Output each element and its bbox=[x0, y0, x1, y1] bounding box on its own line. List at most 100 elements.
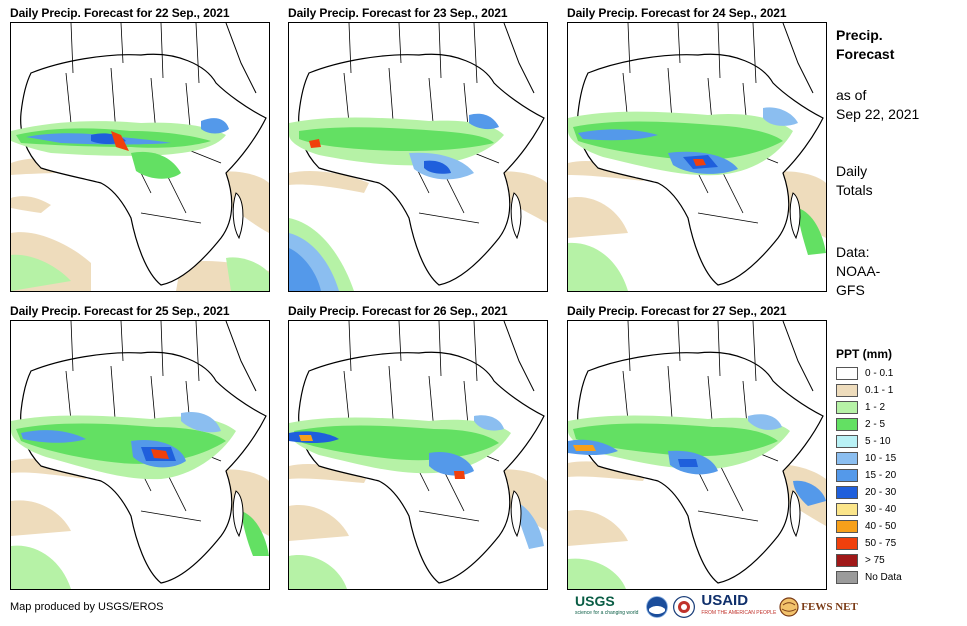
africa-precip-map bbox=[11, 321, 269, 589]
daily-totals-line2: Totals bbox=[836, 182, 873, 198]
legend-item: 50 - 75 bbox=[836, 536, 896, 551]
panel-title: Daily Precip. Forecast for 24 Sep., 2021 bbox=[567, 6, 787, 20]
legend-item: 2 - 5 bbox=[836, 417, 885, 432]
map-frame bbox=[10, 22, 270, 292]
panel-title: Daily Precip. Forecast for 27 Sep., 2021 bbox=[567, 304, 787, 318]
map-frame bbox=[288, 320, 548, 590]
precip-band bbox=[11, 118, 229, 179]
map-panel-24sep: Daily Precip. Forecast for 24 Sep., 2021 bbox=[567, 4, 827, 292]
legend-label: 40 - 50 bbox=[865, 521, 897, 532]
legend-item: 15 - 20 bbox=[836, 468, 896, 483]
data-source: Data: NOAA- GFS bbox=[836, 243, 880, 300]
africa-precip-map bbox=[11, 23, 269, 291]
legend-swatch bbox=[836, 469, 858, 482]
map-frame bbox=[288, 22, 548, 292]
precip-band bbox=[568, 107, 798, 176]
legend-item: 10 - 15 bbox=[836, 451, 896, 466]
legend-item: No Data bbox=[836, 570, 902, 585]
legend-label: > 75 bbox=[865, 555, 885, 566]
precip-band bbox=[289, 415, 511, 479]
map-frame bbox=[10, 320, 270, 590]
map-frame bbox=[567, 320, 827, 590]
data-source-line3: GFS bbox=[836, 282, 865, 298]
as-of-date: as of Sep 22, 2021 bbox=[836, 86, 919, 124]
africa-precip-map bbox=[568, 321, 826, 589]
legend-swatch bbox=[836, 520, 858, 533]
noaa-seal-icon bbox=[646, 596, 669, 618]
legend-item: 30 - 40 bbox=[836, 502, 896, 517]
legend-swatch bbox=[836, 401, 858, 414]
legend-item: 5 - 10 bbox=[836, 434, 891, 449]
legend-label: 1 - 2 bbox=[865, 402, 886, 413]
legend-swatch bbox=[836, 571, 858, 584]
legend-swatch bbox=[836, 452, 858, 465]
legend-swatch bbox=[836, 503, 858, 516]
usaid-logo-tagline: FROM THE AMERICAN PEOPLE bbox=[701, 610, 777, 616]
legend-label: 20 - 30 bbox=[865, 487, 897, 498]
legend-title: PPT (mm) bbox=[836, 347, 893, 361]
legend-label: 10 - 15 bbox=[865, 453, 897, 464]
precip-band bbox=[11, 411, 236, 480]
agency-logos: USGS science for a changing world USAID … bbox=[575, 592, 858, 620]
legend-item: 40 - 50 bbox=[836, 519, 896, 534]
fews-net-logo: FEWS NET bbox=[779, 597, 858, 617]
legend-item: 20 - 30 bbox=[836, 485, 896, 500]
as-of-value: Sep 22, 2021 bbox=[836, 106, 920, 122]
ocean-rain-patches bbox=[568, 208, 826, 291]
ocean-rain-patches bbox=[289, 218, 354, 291]
legend-swatch bbox=[836, 435, 858, 448]
panel-title: Daily Precip. Forecast for 23 Sep., 2021 bbox=[288, 6, 508, 20]
legend-label: No Data bbox=[865, 572, 902, 583]
legend-item: 1 - 2 bbox=[836, 400, 885, 415]
legend-label: 2 - 5 bbox=[865, 419, 886, 430]
legend-label: 0 - 0.1 bbox=[865, 368, 894, 379]
daily-totals-line1: Daily bbox=[836, 163, 868, 179]
usaid-logo-text: USAID bbox=[701, 592, 749, 609]
map-frame bbox=[567, 22, 827, 292]
africa-precip-map bbox=[289, 321, 547, 589]
panel-title: Daily Precip. Forecast for 26 Sep., 2021 bbox=[288, 304, 508, 318]
legend-swatch bbox=[836, 384, 858, 397]
legend-swatch bbox=[836, 554, 858, 567]
legend-swatch bbox=[836, 537, 858, 550]
legend-item: 0 - 0.1 bbox=[836, 366, 893, 381]
legend-label: 50 - 75 bbox=[865, 538, 897, 549]
ocean-rain-patches bbox=[11, 511, 269, 589]
panel-title: Daily Precip. Forecast for 22 Sep., 2021 bbox=[10, 6, 230, 20]
legend-label: 5 - 10 bbox=[865, 436, 891, 447]
ocean-rain-patches bbox=[11, 254, 269, 291]
map-credit: Map produced by USGS/EROS bbox=[10, 601, 164, 613]
ocean-rain-patches bbox=[568, 480, 826, 589]
panel-title: Daily Precip. Forecast for 25 Sep., 2021 bbox=[10, 304, 230, 318]
fews-net-globe-icon bbox=[779, 597, 799, 617]
precip-band bbox=[568, 414, 790, 475]
usgs-logo-tagline: science for a changing world bbox=[575, 610, 639, 616]
legend-label: 30 - 40 bbox=[865, 504, 897, 515]
forecast-heading-line2: Forecast bbox=[836, 46, 895, 62]
usaid-logo: USAID FROM THE AMERICAN PEOPLE bbox=[701, 592, 777, 620]
legend-label: 15 - 20 bbox=[865, 470, 897, 481]
map-panel-27sep: Daily Precip. Forecast for 27 Sep., 2021 bbox=[567, 302, 827, 590]
precip-band bbox=[289, 113, 504, 180]
as-of-label: as of bbox=[836, 87, 867, 103]
usgs-logo: USGS science for a changing world bbox=[575, 593, 639, 619]
legend-label: 0.1 - 1 bbox=[865, 385, 894, 396]
legend-swatch bbox=[836, 367, 858, 380]
daily-totals-note: Daily Totals bbox=[836, 162, 873, 200]
usda-seal-icon bbox=[673, 596, 696, 618]
usgs-logo-text: USGS bbox=[575, 593, 615, 609]
africa-precip-map bbox=[568, 23, 826, 291]
map-panel-25sep: Daily Precip. Forecast for 25 Sep., 2021 bbox=[10, 302, 270, 590]
forecast-heading: Precip. Forecast bbox=[836, 26, 894, 64]
legend-swatch bbox=[836, 486, 858, 499]
africa-precip-map bbox=[289, 23, 547, 291]
map-panel-23sep: Daily Precip. Forecast for 23 Sep., 2021 bbox=[288, 4, 548, 292]
fews-net-logo-text: FEWS NET bbox=[801, 601, 858, 613]
forecast-heading-line1: Precip. bbox=[836, 27, 883, 43]
data-source-line2: NOAA- bbox=[836, 263, 881, 279]
map-panel-22sep: Daily Precip. Forecast for 22 Sep., 2021 bbox=[10, 4, 270, 292]
legend-item: > 75 bbox=[836, 553, 885, 568]
legend-swatch bbox=[836, 418, 858, 431]
legend-item: 0.1 - 1 bbox=[836, 383, 893, 398]
map-panel-26sep: Daily Precip. Forecast for 26 Sep., 2021 bbox=[288, 302, 548, 590]
